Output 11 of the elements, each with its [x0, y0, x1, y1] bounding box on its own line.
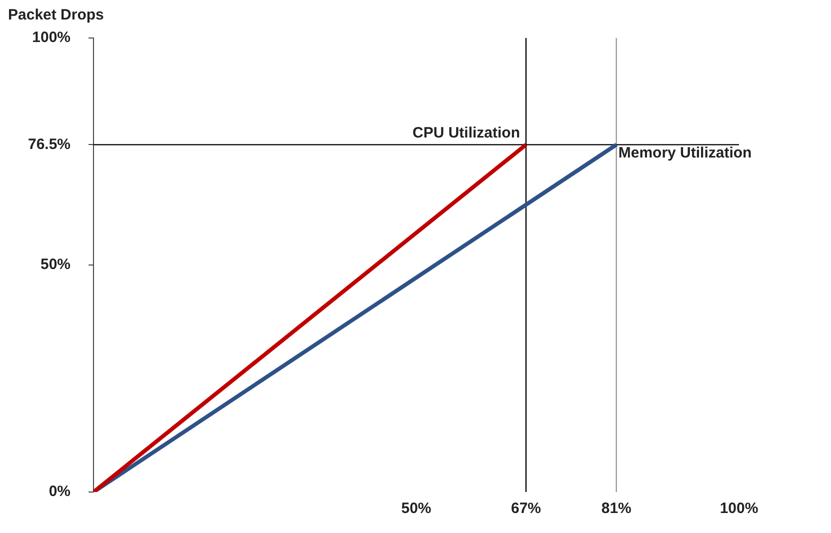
x-tick-label: 50%: [401, 500, 432, 518]
y-tick-label: 100%: [32, 29, 71, 46]
x-tick-label: 81%: [601, 500, 632, 518]
y-tick-label: 50%: [40, 256, 71, 274]
series-label: CPU Utilization: [412, 124, 520, 142]
series-label: Memory Utilization: [618, 144, 752, 162]
x-tick-label: 100%: [720, 500, 758, 518]
x-tick-label: 67%: [510, 500, 542, 518]
y-tick-label: 0%: [48, 483, 71, 500]
y-axis-title: Packet Drops: [8, 6, 104, 24]
y-tick-label: 76.5%: [28, 136, 71, 153]
